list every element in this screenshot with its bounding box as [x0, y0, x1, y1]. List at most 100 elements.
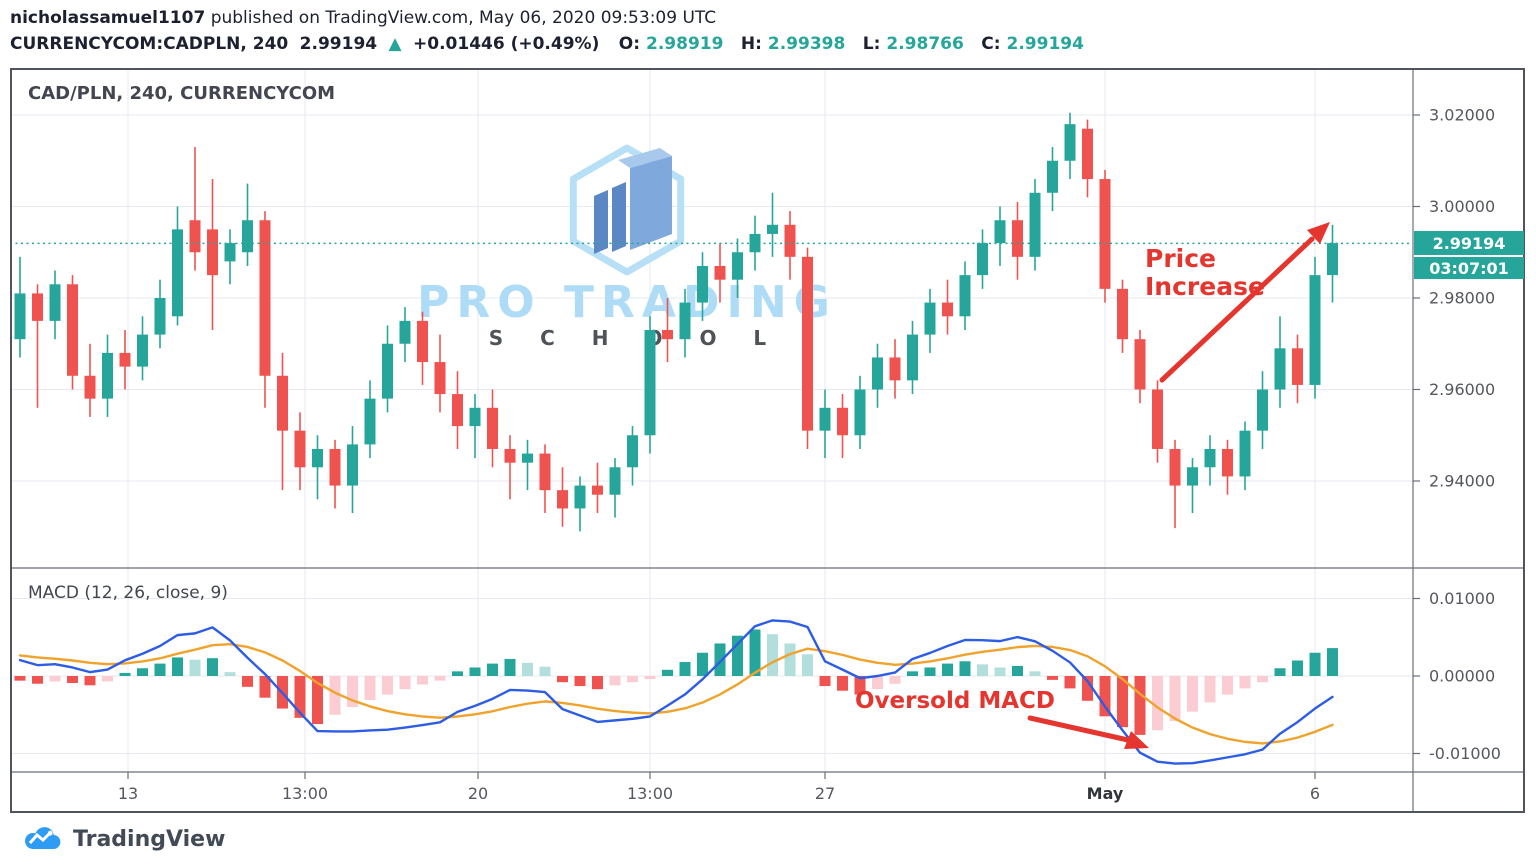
candle	[1257, 389, 1268, 431]
chart-canvas[interactable]: PRO TRADING S C H O O L 13 13:00 20 13:00 27…	[10, 68, 1525, 813]
last-price-value: 2.99194	[299, 34, 378, 54]
price-tick-label: 2.98000	[1429, 289, 1495, 308]
macd-histogram-bar	[417, 676, 428, 685]
close-value: C: 2.99194	[981, 34, 1084, 54]
watermark-sub-text: S C H O O L	[489, 326, 781, 350]
macd-histogram-bar	[452, 671, 463, 676]
candle	[592, 485, 603, 495]
candle	[224, 243, 236, 262]
candle	[1327, 243, 1338, 276]
macd-histogram-bar	[102, 676, 113, 682]
candle	[137, 334, 148, 367]
time-tick-label: 13:00	[282, 784, 328, 803]
candle	[207, 229, 218, 276]
annotation-price-increase: Price Increase	[1145, 222, 1330, 383]
candle	[1029, 192, 1041, 257]
candle	[1222, 448, 1233, 477]
candle	[732, 252, 743, 280]
price-badge-value: 2.99194	[1433, 234, 1506, 253]
macd-histogram-bar	[32, 676, 43, 684]
candle	[364, 398, 376, 445]
macd-histogram-bar	[767, 634, 778, 676]
oversold-arrowhead-icon	[1124, 731, 1149, 749]
macd-histogram-bar	[697, 652, 708, 676]
macd-histogram-bar	[399, 676, 411, 690]
candle	[1082, 128, 1093, 180]
macd-indicator-label[interactable]: MACD (12, 26, close, 9)	[28, 583, 228, 603]
macd-tick-label: 0.00000	[1429, 667, 1495, 686]
macd-histogram-bar	[364, 676, 376, 701]
macd-histogram-bar	[1099, 676, 1111, 717]
macd-histogram-bar	[1274, 668, 1286, 676]
candle	[574, 485, 586, 509]
macd-histogram-bar	[154, 663, 166, 676]
candle	[1099, 179, 1111, 289]
watermark-bars-icon	[618, 148, 672, 168]
macd-histogram-bar	[1222, 676, 1233, 695]
macd-histogram-bar	[329, 676, 341, 715]
macd-pane[interactable]	[14, 619, 1339, 765]
candle	[14, 293, 26, 340]
macd-histogram-bar	[312, 676, 323, 725]
macd-histogram-bar	[977, 664, 988, 676]
macd-histogram-bar	[924, 667, 936, 676]
macd-histogram-bar	[294, 676, 306, 718]
time-tick-label: 13	[118, 784, 138, 803]
chart-frame	[10, 68, 1525, 813]
macd-histogram-bar	[837, 676, 848, 691]
candle	[837, 407, 848, 436]
oversold-label: Oversold MACD	[855, 688, 1055, 714]
chart-grid	[10, 68, 1413, 772]
macd-histogram-bar	[1047, 676, 1058, 680]
macd-histogram-bar	[784, 643, 796, 676]
macd-histogram-bar	[1292, 660, 1303, 676]
macd-histogram-bar	[1169, 676, 1181, 721]
macd-histogram-bar	[504, 658, 516, 676]
macd-histogram-bar	[207, 658, 218, 676]
macd-histogram-bar	[67, 676, 78, 683]
price-increase-arrow	[1159, 236, 1315, 383]
candle	[487, 407, 498, 449]
symbol-name[interactable]: CURRENCYCOM:CADPLN, 240	[10, 34, 289, 54]
macd-histogram-bar	[1117, 676, 1128, 728]
macd-histogram-bar	[14, 676, 26, 681]
candle	[84, 375, 96, 399]
macd-histogram-bar	[224, 672, 236, 676]
macd-histogram-bar	[242, 676, 253, 687]
candle	[1012, 220, 1023, 257]
macd-histogram-bar	[854, 676, 866, 695]
macd-histogram-bar	[1012, 665, 1023, 676]
time-tick-label: 6	[1310, 784, 1320, 803]
price-tick-label: 3.02000	[1429, 106, 1495, 125]
macd-histogram-bar	[592, 676, 603, 690]
candle	[644, 330, 656, 436]
macd-histogram-bar	[119, 672, 131, 676]
price-badge: 2.99194	[1414, 231, 1524, 255]
candle	[784, 224, 796, 257]
candle	[504, 448, 516, 463]
macd-histogram-bar	[679, 662, 691, 676]
candle	[102, 352, 113, 399]
up-arrow-icon: ▲	[388, 34, 402, 54]
candle	[277, 375, 288, 431]
macd-histogram-bar	[1029, 671, 1041, 676]
candle	[347, 444, 358, 486]
tradingview-logo[interactable]: TradingView	[22, 824, 225, 854]
macd-histogram-bar	[522, 662, 533, 676]
chart-title: CAD/PLN, 240, CURRENCYCOM	[28, 83, 335, 104]
candlestick-pane[interactable]	[14, 112, 1339, 532]
macd-histogram-bar	[662, 669, 673, 676]
candle	[714, 265, 726, 280]
countdown-badge: 03:07:01	[1414, 257, 1524, 279]
candle	[119, 352, 131, 367]
candle	[49, 284, 61, 321]
macd-histogram-bar	[802, 654, 813, 676]
macd-histogram-bar	[644, 676, 656, 680]
watermark-hexagon-icon	[569, 144, 685, 276]
candle	[417, 320, 428, 363]
author-username[interactable]: nicholassamuel1107	[10, 8, 206, 28]
macd-histogram-bar	[1239, 676, 1251, 689]
oversold-arrow	[1027, 715, 1131, 743]
candle	[924, 302, 936, 335]
watermark-bars-icon	[612, 182, 626, 252]
